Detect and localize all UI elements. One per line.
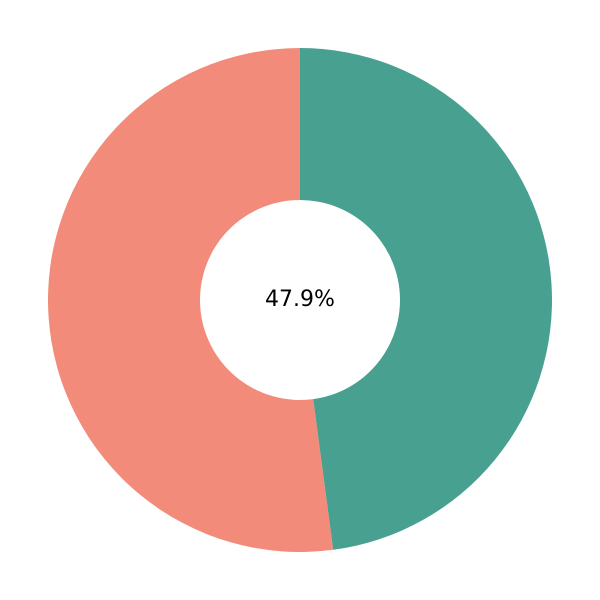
- donut-slice: [48, 48, 334, 552]
- center-label: 47.9%: [265, 287, 335, 312]
- slices: [48, 48, 553, 552]
- donut-slice: [300, 48, 553, 550]
